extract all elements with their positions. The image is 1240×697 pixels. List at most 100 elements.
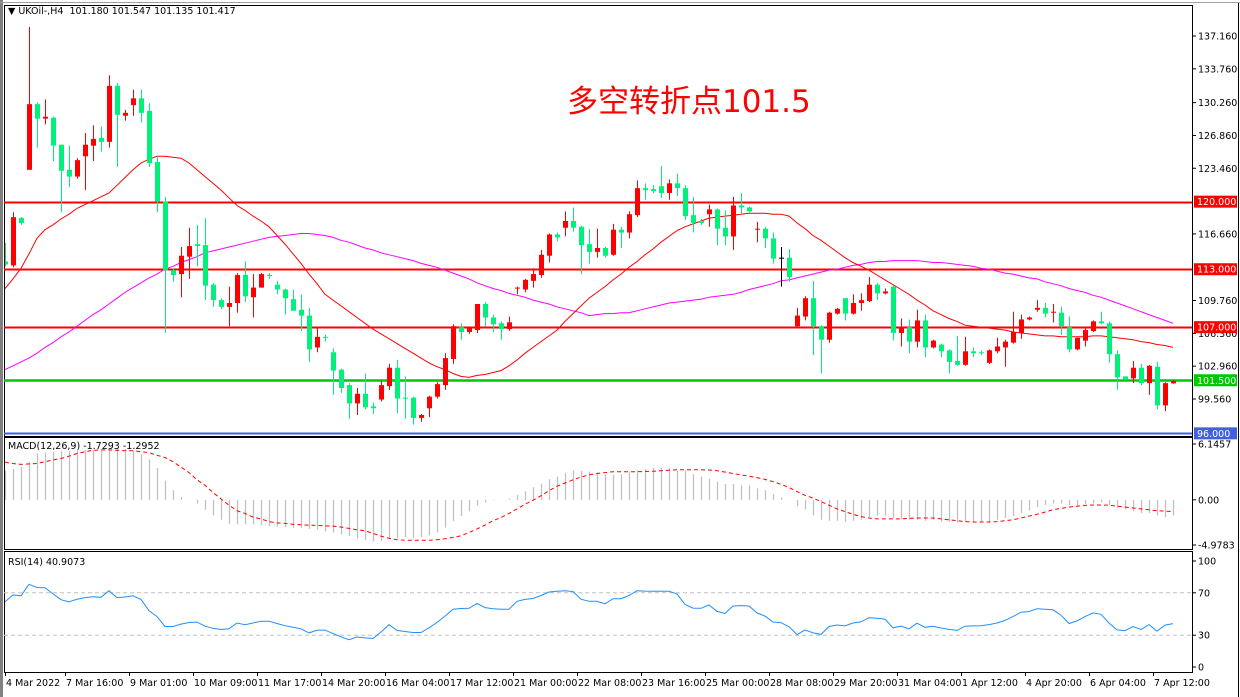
candle-body [779,257,784,259]
candle-body [1075,337,1080,350]
candle-body [59,144,64,171]
candle-body [227,303,232,307]
candle-body [611,229,616,255]
time-axis-label: 7 Mar 16:00 [66,678,123,689]
candle-body [19,218,24,223]
price-level-tag-label: 120.000 [1197,197,1236,208]
candle-body [755,228,760,230]
candle-body [795,315,800,327]
price-axis-label: 106.360 [1198,329,1237,340]
time-axis-label: 10 Mar 09:00 [194,678,257,689]
price-axis-label: 123.460 [1198,164,1237,175]
time-axis-label: 28 Mar 08:00 [770,678,833,689]
candle-body [1115,354,1120,378]
candle-body [947,350,952,362]
candle-body [243,275,248,297]
time-axis-label: 21 Mar 00:00 [514,678,577,689]
candle-body [595,248,600,252]
candle-body [139,98,144,113]
candle-body [1131,367,1136,379]
candle-body [811,298,816,327]
candle-body [259,274,264,288]
candle-body [155,162,160,202]
candle-body [1099,321,1104,324]
time-axis-label: 29 Mar 20:00 [834,678,897,689]
candle-body [1147,365,1152,384]
dropdown-triangle-icon[interactable]: ▼ [8,6,19,17]
candle-body [995,346,1000,352]
price-level-tag [1194,195,1237,208]
candle-body [1035,307,1040,310]
candle-body [787,257,792,277]
time-axis-label: 4 Apr 20:00 [1026,678,1082,689]
candle-body [427,396,432,409]
candle-body [339,369,344,388]
candle-body [283,289,288,299]
candle-body [1067,327,1072,350]
candle-body [451,326,456,360]
macd-axis-label: 0.00 [1198,495,1219,506]
time-axis-label: 7 Apr 12:00 [1154,678,1210,689]
candle-body [91,138,96,146]
price-axis-label: 133.760 [1198,64,1237,75]
candle-body [1059,312,1064,327]
price-axis-label: 126.860 [1198,131,1237,142]
candle-body [475,303,480,331]
candle-body [507,322,512,330]
price-level-tag-label: 96.000 [1197,429,1230,440]
symbol-label: UKOil-,H4 [18,6,64,17]
candle-body [1003,341,1008,348]
candle-body [939,344,944,352]
price-axis-label: 102.960 [1198,362,1237,373]
price-axis-label: 116.660 [1198,229,1237,240]
time-axis-label: 11 Mar 17:00 [258,678,321,689]
macd-axis-label: 6.1457 [1198,440,1231,451]
moving-average-slow-line [5,233,1174,371]
chart-annotation: 多空转折点101.5 [567,84,811,120]
candle-body [803,298,808,317]
chart-header: ▼ UKOil-,H4 101.180 101.547 101.135 101.… [8,6,236,17]
candle-body [171,270,176,276]
candle-body [851,303,856,314]
candle-body [899,327,904,333]
candle-body [987,350,992,363]
candle-body [1139,367,1144,384]
candle-body [203,245,208,286]
price-axis-label: 130.260 [1198,98,1237,109]
candle-body [315,336,320,348]
main-panel-frame [4,5,1193,437]
candle-body [763,228,768,239]
candle-body [299,309,304,316]
candle-body [731,205,736,237]
candle-body [99,137,104,142]
time-axis-label: 25 Mar 00:00 [706,678,769,689]
candle-body [907,327,912,342]
close-value: 101.417 [196,6,236,17]
rsi-axis-label: 100 [1198,557,1216,568]
candle-body [163,201,168,271]
candle-body [395,367,400,399]
candle-body [547,234,552,256]
candle-body [827,312,832,340]
candle-body [419,415,424,418]
low-value: 101.135 [154,6,194,17]
candle-body [1051,311,1056,313]
candle-body [75,160,80,177]
candle-body [707,209,712,215]
candle-body [403,397,408,399]
macd-axis-label: -4.9783 [1198,541,1235,552]
candle-body [651,189,656,192]
price-axis-label: 137.160 [1198,32,1237,43]
candle-body [379,385,384,400]
time-axis-label: 4 Mar 2022 [6,678,60,689]
candle-body [5,261,8,265]
rsi-panel-frame [4,551,1193,673]
price-axis-label: 99.560 [1198,394,1231,405]
candle-body [515,287,520,289]
price-level-tag [1194,263,1237,276]
candle-body [483,303,488,318]
candle-body [875,284,880,294]
price-level-tag-label: 107.000 [1197,323,1236,334]
candle-body [179,255,184,275]
